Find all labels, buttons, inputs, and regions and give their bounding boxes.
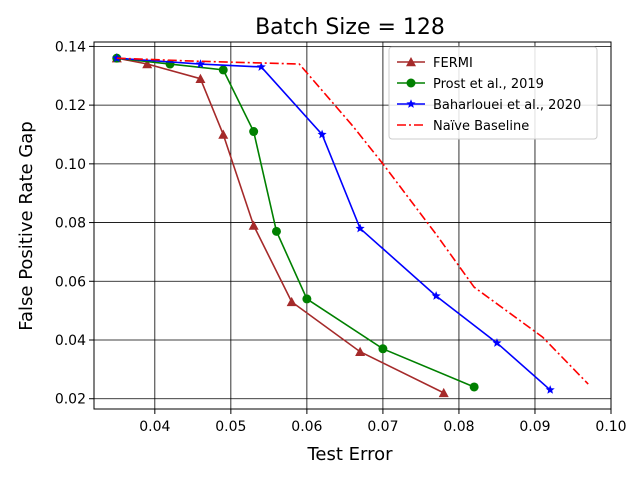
legend-label: FERMI	[433, 56, 473, 71]
x-tick-label: 0.10	[595, 419, 626, 435]
x-tick-label: 0.06	[291, 419, 322, 435]
data-point	[195, 59, 206, 68]
series-layer	[111, 53, 589, 398]
data-point	[378, 344, 388, 354]
legend-label: Baharlouei et al., 2020	[433, 98, 581, 113]
data-point	[142, 59, 153, 69]
x-tick-label: 0.05	[215, 419, 246, 435]
data-point	[317, 129, 327, 139]
plot-frame	[93, 41, 612, 410]
series-0	[111, 53, 449, 398]
y-tick-label: 0.02	[55, 392, 86, 408]
y-tick-label: 0.14	[55, 39, 86, 55]
y-tick-label: 0.04	[55, 333, 86, 349]
y-tick-label: 0.10	[55, 157, 86, 173]
y-tick-label: 0.08	[55, 216, 86, 232]
data-point	[431, 291, 441, 300]
data-point	[355, 223, 365, 233]
data-point	[195, 73, 206, 83]
data-point	[249, 127, 259, 137]
y-tick-label: 0.12	[55, 98, 86, 114]
legend-marker	[406, 57, 416, 67]
data-point	[469, 382, 479, 392]
legend-box	[388, 46, 598, 140]
data-point	[256, 62, 266, 71]
data-point	[355, 346, 366, 356]
series-3	[116, 57, 589, 385]
data-point	[271, 226, 281, 236]
series-2	[112, 53, 555, 394]
series-line	[116, 57, 475, 388]
series-line	[116, 57, 445, 394]
x-tick-label: 0.08	[443, 419, 474, 435]
data-point	[545, 385, 555, 394]
legend-marker	[406, 78, 416, 88]
data-point	[218, 129, 229, 139]
x-tick-label: 0.09	[519, 419, 550, 435]
axis-ticks: 0.04 0.05 0.06 0.07 0.08 0.09 0.10 0.02 0.04 0.06…	[55, 39, 627, 435]
legend-marker	[406, 99, 416, 108]
y-axis-label: False Positive Rate Gap	[16, 121, 37, 330]
y-tick-label: 0.06	[55, 274, 86, 290]
data-point	[302, 294, 312, 304]
data-point	[112, 53, 122, 63]
x-tick-label: 0.04	[139, 419, 170, 435]
x-tick-label: 0.07	[367, 419, 398, 435]
chart-title: Batch Size = 128	[255, 15, 445, 40]
data-point	[492, 338, 502, 347]
x-axis-label: Test Error	[306, 444, 393, 465]
data-point	[248, 220, 259, 230]
series-line	[116, 57, 589, 385]
legend: FERMI Prost et al., 2019 Baharlouei et al.…	[388, 46, 598, 140]
data-point	[438, 387, 449, 398]
legend-label: Naïve Baseline	[433, 119, 529, 134]
data-point	[286, 296, 297, 307]
series-line	[116, 57, 551, 391]
data-point	[218, 65, 228, 75]
legend-label: Prost et al., 2019	[433, 77, 544, 92]
